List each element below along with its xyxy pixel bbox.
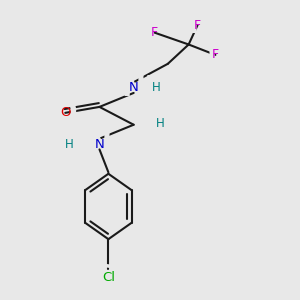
Text: H: H (152, 81, 160, 94)
Text: N: N (129, 81, 139, 94)
Text: Cl: Cl (93, 263, 124, 291)
Text: H: H (145, 75, 167, 101)
Text: O: O (53, 99, 78, 127)
Text: F: F (194, 19, 201, 32)
Text: Cl: Cl (102, 271, 115, 284)
Text: F: F (212, 48, 219, 62)
Text: N: N (122, 74, 146, 102)
Text: F: F (151, 26, 158, 39)
Text: H: H (156, 117, 165, 130)
Text: F: F (145, 19, 164, 46)
Text: H: H (149, 110, 171, 136)
Text: N: N (87, 130, 112, 158)
Text: H: H (65, 138, 74, 151)
Text: O: O (60, 106, 70, 119)
Text: F: F (206, 41, 225, 69)
Text: N: N (94, 138, 104, 151)
Text: H: H (59, 131, 81, 157)
Text: F: F (188, 11, 207, 39)
